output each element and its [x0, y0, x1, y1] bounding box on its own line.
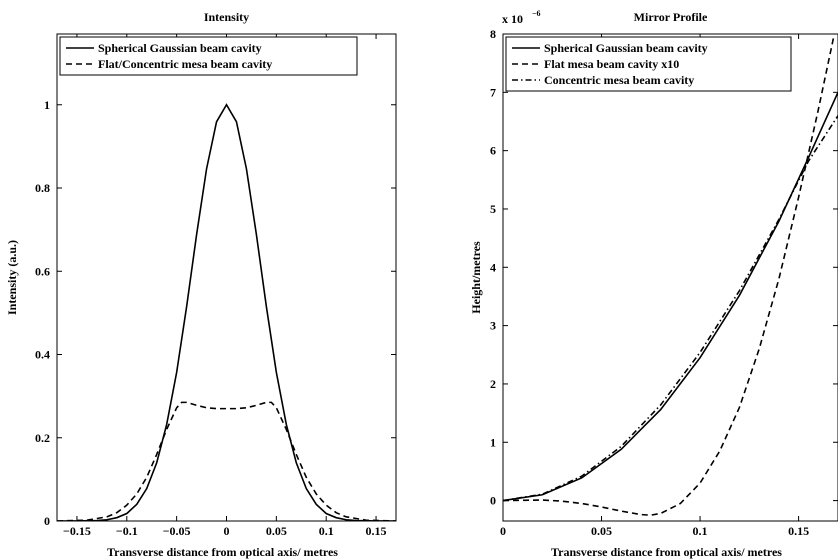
- panel2-legend-label-2: Flat mesa beam cavity x10: [544, 57, 679, 71]
- panel1-title: Intensity: [204, 10, 249, 24]
- panel1-y-tick-label: 0.6: [35, 264, 50, 278]
- panel2-title: Mirror Profile: [634, 10, 708, 24]
- panel2-series-line-2: [503, 34, 836, 516]
- panel1-legend-box: [59, 36, 358, 76]
- panel2-y-tick-label: 6: [490, 144, 496, 158]
- panel1-x-tick-label: 0: [224, 524, 230, 538]
- panel1-y-axis-label: Intensity (a.u.): [5, 240, 19, 315]
- panel2-legend-box: [505, 36, 792, 92]
- panel1-legend-label-1: Spherical Gaussian beam cavity: [98, 41, 262, 55]
- panel1-x-tick-label: −0.15: [63, 524, 91, 538]
- panel1-y-tick-label: 0.4: [35, 348, 50, 362]
- panel1-x-tick-label: 0.1: [319, 524, 334, 538]
- panel2-y-tick-label: 2: [490, 377, 496, 391]
- panel2-legend-label-3: Concentric mesa beam cavity: [544, 73, 694, 87]
- panel2-axes-box: [502, 33, 838, 522]
- panel1-x-tick-label: 0.05: [266, 524, 287, 538]
- panel1-x-tick-label: 0.15: [366, 524, 387, 538]
- panel2-y-tick-label: 1: [490, 435, 496, 449]
- panel2-x-tick-label: 0.15: [788, 524, 809, 538]
- panel2-x-tick-label: 0.05: [591, 524, 612, 538]
- panel1-axes-box: [56, 33, 397, 522]
- panel1-x-tick-label: −0.1: [116, 524, 138, 538]
- panel1-x-tick-label: −0.05: [163, 524, 191, 538]
- panel2-y-tick-label: 8: [490, 27, 496, 41]
- panel1-y-tick-label: 0.8: [35, 181, 50, 195]
- panel2-y-tick-label: 7: [490, 85, 496, 99]
- panel2-y-tick-label: 4: [490, 260, 496, 274]
- panel2-series-line-1: [503, 91, 838, 502]
- panel2-x-tick-label: 0.1: [693, 524, 708, 538]
- panel2-x-tick-label: 0: [500, 524, 506, 538]
- panel1-x-axis-label: Transverse distance from optical axis/ m…: [107, 545, 338, 559]
- panel2-x-axis-label: Transverse distance from optical axis/ m…: [551, 545, 782, 559]
- panel1-y-tick-label: 1: [44, 98, 50, 112]
- panel1-y-tick-label: 0.2: [35, 431, 50, 445]
- panel1-legend-label-2: Flat/Concentric mesa beam cavity: [98, 57, 272, 71]
- panel2-y-multiplier-exponent: −6: [532, 9, 541, 18]
- panel2-y-tick-label: 0: [490, 494, 496, 508]
- panel1-y-tick-label: 0: [44, 514, 50, 528]
- panel2-y-tick-label: 3: [490, 319, 496, 333]
- panel1-series-line-1: [57, 103, 396, 521]
- panel2-legend-label-1: Spherical Gaussian beam cavity: [544, 41, 708, 55]
- panel2-series-line-3: [503, 115, 838, 502]
- panel2-y-multiplier: x 10: [502, 12, 523, 26]
- panel1-series-line-2: [57, 401, 396, 521]
- panel2-y-tick-label: 5: [490, 202, 496, 216]
- panel2-y-axis-label: Height/metres: [469, 241, 483, 314]
